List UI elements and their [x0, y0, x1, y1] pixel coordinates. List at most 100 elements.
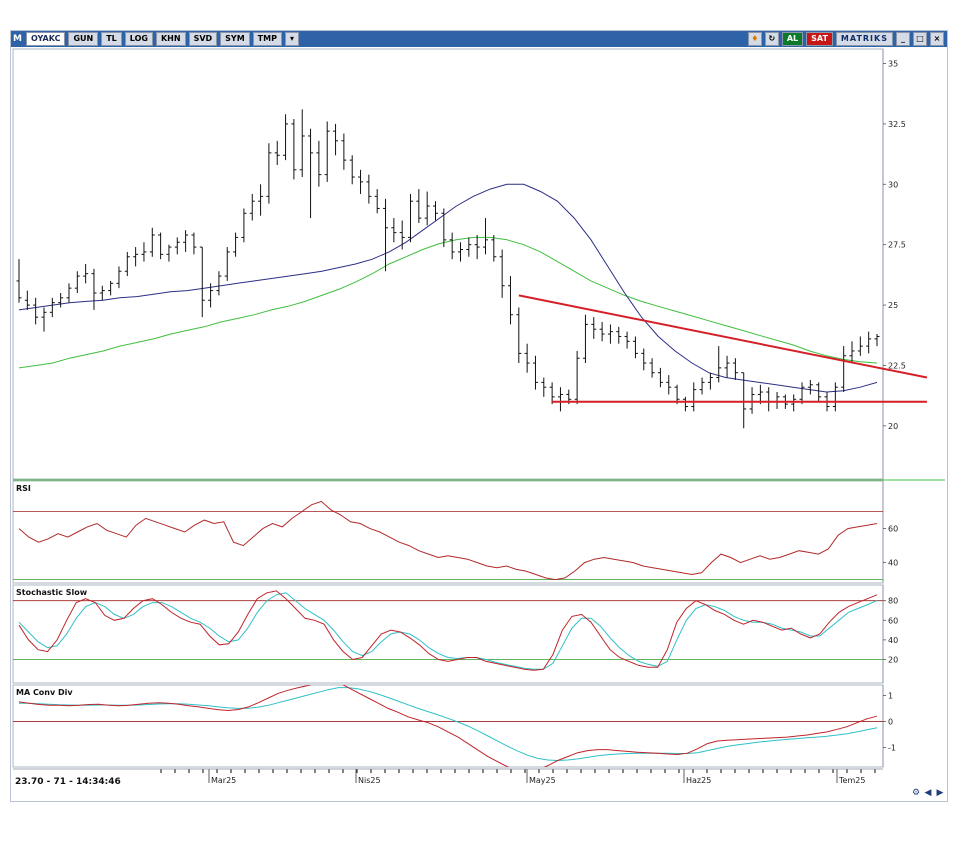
ohlc-bar: [341, 133, 347, 170]
price-tick-label: 35: [888, 59, 898, 68]
ohlc-bar: [507, 276, 513, 325]
rsi-tick-label: 60: [888, 525, 898, 534]
ohlc-bar: [391, 218, 397, 243]
ohlc-bar: [749, 387, 755, 414]
panel-frame-stoch: [12, 584, 884, 684]
dropdown-arrow-icon[interactable]: ▾: [284, 32, 299, 46]
sell-button[interactable]: SAT: [806, 32, 833, 46]
ohlc-bar: [108, 280, 114, 296]
ohlc-bar: [541, 377, 547, 397]
ohlc-bar: [116, 266, 122, 289]
ohlc-bar: [74, 271, 80, 293]
ohlc-bar: [241, 208, 247, 243]
symbol-field[interactable]: OYAKC: [26, 32, 66, 46]
maximize-icon[interactable]: □: [913, 32, 927, 46]
price-tick-label: 32.5: [888, 120, 906, 129]
rsi-tick-label: 40: [888, 559, 898, 568]
ohlc-bar: [649, 358, 655, 378]
stoch-tick-label: 20: [888, 655, 898, 664]
stochastic-k-line: [18, 590, 878, 671]
ohlc-bar: [24, 290, 30, 310]
ohlc-bar: [682, 396, 688, 412]
ohlc-bar: [408, 193, 414, 243]
ohlc-bar: [532, 355, 538, 390]
ohlc-bar: [524, 343, 530, 373]
ohlc-bar: [383, 198, 389, 272]
fire-icon[interactable]: ♦: [747, 32, 762, 46]
period-button[interactable]: GUN: [68, 32, 99, 46]
ohlc-bar: [216, 271, 222, 296]
price-tick-label: 30: [888, 180, 898, 189]
ohlc-bar: [83, 264, 89, 284]
rsi-line: [18, 500, 878, 581]
chart-canvas: 20 22.5 25 27.5 30 32.5 35 40 60 RSI 20 40 60 80 Sto…: [12, 48, 945, 787]
currency-button[interactable]: TL: [101, 32, 122, 46]
svd-button[interactable]: SVD: [188, 32, 218, 46]
ohlc-bar: [133, 247, 139, 267]
ohlc-bar: [49, 297, 55, 318]
chart-toolbar: M OYAKC GUN TL LOG KHN SVD SYM TMP ▾ ♦ ↻…: [11, 31, 947, 47]
ohlc-bar: [191, 232, 197, 255]
ohlc-bar: [324, 121, 330, 182]
ohlc-bar: [632, 336, 638, 359]
ohlc-bar: [874, 334, 880, 347]
ohlc-bar: [474, 235, 480, 260]
close-icon[interactable]: ×: [930, 32, 944, 46]
settings-icon[interactable]: ⚙: [911, 788, 921, 798]
ohlc-bar: [591, 317, 597, 339]
ohlc-bar: [266, 143, 272, 204]
log-button[interactable]: LOG: [124, 32, 153, 46]
scroll-right-icon[interactable]: ▶: [936, 788, 944, 798]
ohlc-bar: [482, 218, 488, 255]
x-axis-month-label: Haz25: [686, 776, 711, 785]
ohlc-bar: [299, 109, 305, 178]
ohlc-bar: [166, 244, 172, 262]
sym-button[interactable]: SYM: [220, 32, 250, 46]
ohlc-bar: [641, 348, 647, 371]
ohlc-bar: [766, 387, 772, 412]
ohlc-bar: [274, 140, 280, 165]
ohlc-bar: [657, 367, 663, 388]
price-tick-label: 25: [888, 301, 898, 310]
scroll-left-icon[interactable]: ◀: [924, 788, 932, 798]
stoch-tick-label: 80: [888, 597, 898, 606]
ohlc-bar: [183, 230, 189, 252]
ohlc-bar: [416, 189, 422, 223]
macd-panel-title: MA Conv Div: [16, 688, 73, 697]
ohlc-bar: [666, 375, 672, 395]
stoch-tick-label: 60: [888, 616, 898, 625]
ohlc-bar: [716, 346, 722, 383]
buy-button[interactable]: AL: [781, 32, 804, 46]
stochastic-d-line: [18, 592, 878, 670]
tmp-button[interactable]: TMP: [252, 32, 282, 46]
ohlc-bar: [841, 346, 847, 393]
ohlc-bar: [816, 382, 822, 402]
ohlc-bar: [457, 242, 463, 262]
ohlc-bar: [607, 324, 613, 344]
ohlc-bar: [557, 387, 563, 412]
ohlc-bar: [832, 382, 838, 412]
stochastic-panel-title: Stochastic Slow: [16, 588, 88, 597]
ohlc-bar: [358, 169, 364, 194]
macd-tick-label: 0: [888, 717, 893, 726]
ohlc-bar: [41, 307, 47, 332]
ohlc-bar: [799, 382, 805, 405]
ohlc-bar: [491, 235, 497, 262]
ohlc-bar: [424, 191, 430, 226]
panel-frame-rsi: [12, 480, 884, 584]
minimize-icon[interactable]: _: [896, 32, 910, 46]
ohlc-bar: [233, 232, 239, 257]
macd-tick-label: 1: [888, 691, 893, 700]
khn-button[interactable]: KHN: [155, 32, 186, 46]
ohlc-bar: [258, 184, 264, 216]
ohlc-bar: [141, 242, 147, 262]
refresh-icon[interactable]: ↻: [764, 32, 779, 46]
price-tick-label: 20: [888, 422, 898, 431]
ohlc-bar: [66, 283, 72, 303]
ohlc-bar: [857, 336, 863, 356]
panel-frame-price: [12, 48, 884, 480]
ohlc-bar: [291, 119, 297, 180]
ohlc-bar: [791, 394, 797, 412]
macd-tick-label: -1: [888, 743, 896, 752]
brand-label: MATRIKS: [835, 32, 893, 46]
